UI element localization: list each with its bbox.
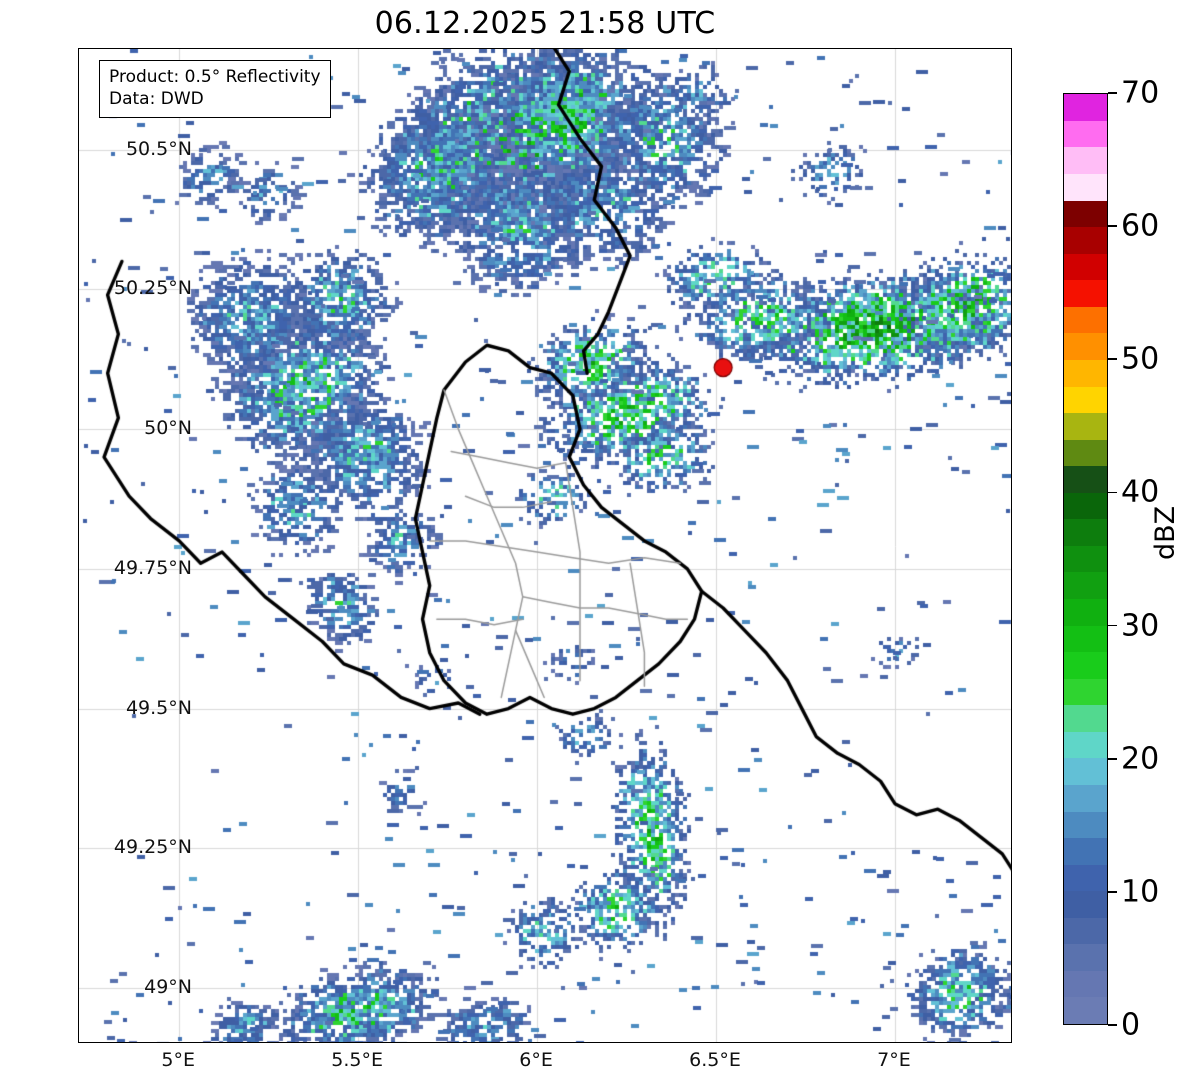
colorbar-band xyxy=(1064,519,1107,546)
colorbar-band xyxy=(1064,970,1107,998)
y-axis-tick-label: 49.75°N xyxy=(113,556,192,579)
y-axis-tick-label: 50.25°N xyxy=(113,277,192,300)
radar-reflectivity-canvas xyxy=(79,49,1011,1042)
x-axis-tick-label: 7°E xyxy=(877,1049,911,1071)
colorbar-band xyxy=(1064,625,1107,653)
colorbar-tick xyxy=(1108,1024,1117,1026)
colorbar-band xyxy=(1064,94,1107,121)
colorbar-band xyxy=(1064,652,1107,679)
colorbar-band xyxy=(1064,545,1107,573)
colorbar-band xyxy=(1064,678,1107,706)
colorbar-tick-label: 0 xyxy=(1121,1007,1141,1043)
y-axis-tick-label: 49.25°N xyxy=(113,836,192,859)
colorbar-band xyxy=(1064,917,1107,945)
colorbar-band xyxy=(1064,253,1107,281)
colorbar-tick xyxy=(1108,491,1117,494)
colorbar-tick-label: 70 xyxy=(1121,75,1160,111)
colorbar-band xyxy=(1064,306,1107,334)
colorbar-tick xyxy=(1108,225,1117,227)
colorbar-band xyxy=(1064,944,1107,971)
colorbar-band xyxy=(1064,705,1107,732)
colorbar-band xyxy=(1064,280,1107,307)
colorbar-band xyxy=(1064,784,1107,812)
colorbar-tick-label: 10 xyxy=(1121,874,1160,910)
colorbar-band xyxy=(1064,174,1107,201)
y-axis-tick-label: 50°N xyxy=(144,417,192,440)
colorbar-tick xyxy=(1108,624,1117,627)
radar-plot-area[interactable]: Product: 0.5° Reflectivity Data: DWD xyxy=(78,48,1012,1043)
colorbar-band xyxy=(1064,413,1107,440)
colorbar-band xyxy=(1064,492,1107,520)
radar-canvas-wrap xyxy=(79,49,1011,1042)
colorbar-band xyxy=(1064,333,1107,360)
colorbar-tick xyxy=(1108,757,1117,760)
y-axis-tick-label: 49.5°N xyxy=(125,696,192,719)
colorbar-band xyxy=(1064,227,1107,254)
x-axis-tick-label: 6°E xyxy=(519,1049,553,1071)
colorbar-tick xyxy=(1108,358,1117,361)
colorbar-band xyxy=(1064,386,1107,414)
colorbar-tick-label: 50 xyxy=(1121,341,1160,377)
colorbar-band xyxy=(1064,731,1107,759)
y-axis-tick-label: 49°N xyxy=(144,976,192,999)
colorbar-band xyxy=(1064,572,1107,599)
colorbar[interactable] xyxy=(1063,93,1108,1025)
y-axis-tick-label: 50.5°N xyxy=(125,137,192,160)
colorbar-tick-label: 30 xyxy=(1121,608,1160,644)
colorbar-axis-label: dBZ xyxy=(1150,505,1181,560)
colorbar-band xyxy=(1064,147,1107,174)
page-title: 06.12.2025 21:58 UTC xyxy=(374,6,716,41)
colorbar-tick-label: 20 xyxy=(1121,741,1160,777)
colorbar-tick xyxy=(1108,891,1117,893)
colorbar-tick xyxy=(1108,92,1117,94)
colorbar-band xyxy=(1064,811,1107,839)
x-axis-tick-label: 6.5°E xyxy=(689,1049,741,1071)
colorbar-band xyxy=(1064,758,1107,785)
colorbar-band xyxy=(1064,838,1107,865)
colorbar-band xyxy=(1064,997,1107,1024)
colorbar-band xyxy=(1064,864,1107,892)
data-source-line: Data: DWD xyxy=(109,89,204,110)
colorbar-tick-label: 60 xyxy=(1121,208,1160,244)
colorbar-tick-label: 40 xyxy=(1121,474,1160,510)
product-line: Product: 0.5° Reflectivity xyxy=(109,67,321,87)
colorbar-band xyxy=(1064,200,1107,228)
product-info-box: Product: 0.5° Reflectivity Data: DWD xyxy=(99,60,331,118)
colorbar-band xyxy=(1064,120,1107,148)
x-axis-tick-label: 5.5°E xyxy=(331,1049,383,1071)
colorbar-band xyxy=(1064,439,1107,467)
x-axis-tick-label: 5°E xyxy=(161,1049,195,1071)
colorbar-band xyxy=(1064,466,1107,493)
colorbar-band xyxy=(1064,891,1107,918)
colorbar-band xyxy=(1064,599,1107,626)
colorbar-band xyxy=(1064,359,1107,387)
